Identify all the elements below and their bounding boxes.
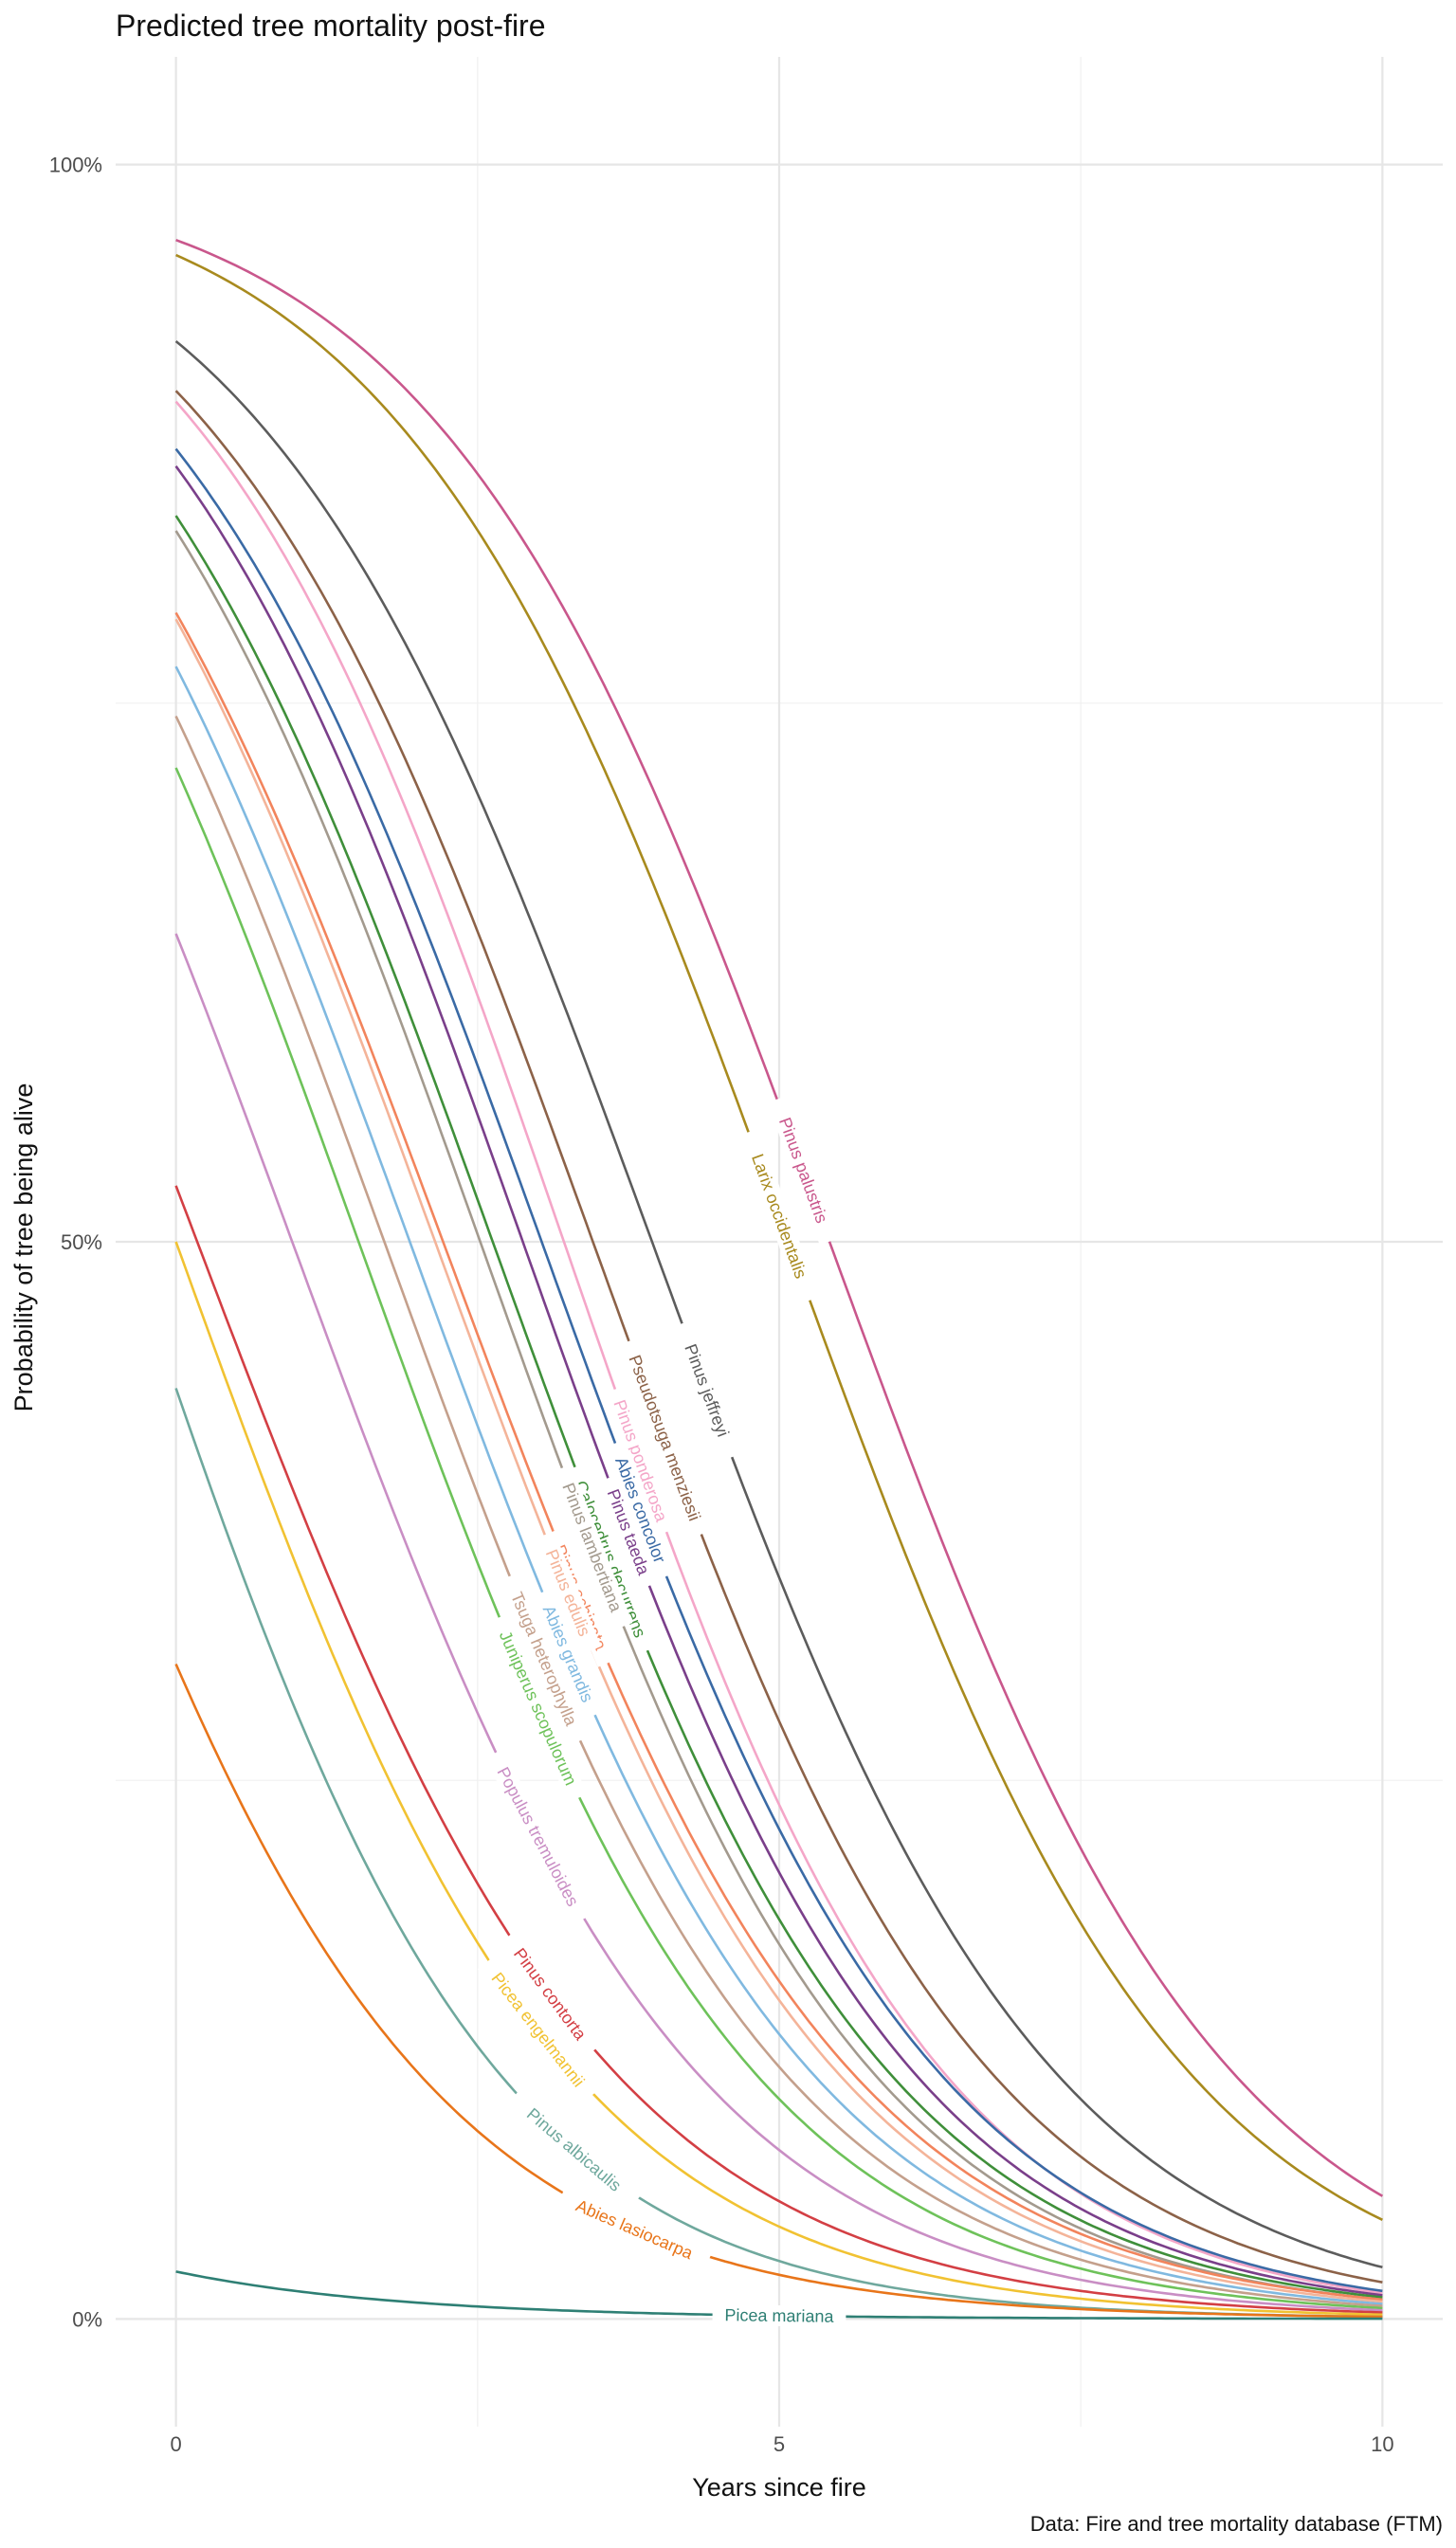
label-background: [597, 1474, 659, 1590]
label-background: [712, 2304, 846, 2327]
label-background: [499, 1930, 601, 2058]
label-background: [605, 1386, 677, 1536]
line-abies-concolor: [174, 447, 1383, 2293]
series-label-abies-lasiocarpa: Abies lasiocarpa: [573, 2196, 697, 2264]
line-calocedrus-decurrens: [174, 515, 1383, 2299]
chart-title: Predicted tree mortality post-fire: [116, 9, 546, 43]
label-background: [505, 2089, 643, 2211]
x-axis-title: Years since fire: [692, 2473, 866, 2502]
y-axis-ticks: 0% 50% 100%: [49, 154, 102, 2332]
label-background: [477, 1956, 599, 2103]
y-tick-label: 50%: [61, 1230, 102, 1254]
line-pinus-lambertiana: [174, 530, 1383, 2302]
label-background: [556, 2188, 713, 2271]
x-tick-label: 5: [774, 2432, 785, 2456]
line-picea-engelmannii: [174, 1241, 1383, 2317]
label-background: [535, 1531, 602, 1655]
label-group-pinus-albicaulis: Pinus albicaulis: [505, 2089, 643, 2211]
y-axis-title: Probability of tree being alive: [9, 1083, 38, 1412]
line-pinus-taeda: [174, 465, 1383, 2297]
line-abies-grandis: [174, 665, 1383, 2305]
line-abies-lasiocarpa: [174, 1663, 1383, 2319]
chart-caption: Data: Fire and tree mortality database (…: [1030, 2512, 1443, 2536]
label-background: [499, 1572, 589, 1746]
label-background: [532, 1588, 605, 1720]
label-group-picea-mariana: Picea mariana: [712, 2304, 846, 2327]
label-background: [484, 1748, 592, 1925]
line-pinus-echinata: [174, 611, 1383, 2302]
series-label-picea-mariana: Picea mariana: [724, 2305, 834, 2326]
series-lines: [174, 238, 1384, 2320]
x-axis-ticks: 0 5 10: [171, 2432, 1394, 2456]
x-tick-label: 0: [171, 2432, 182, 2456]
line-pinus-jeffreyi: [174, 339, 1383, 2269]
label-background: [738, 1128, 820, 1304]
x-tick-label: 10: [1371, 2432, 1393, 2456]
y-tick-label: 100%: [49, 154, 102, 177]
label-background: [671, 1320, 742, 1462]
line-populus-tremuloides: [174, 933, 1383, 2312]
y-tick-label: 0%: [72, 2307, 102, 2331]
line-pinus-edulis: [174, 618, 1383, 2303]
series-label-pinus-jeffreyi: Pinus jeffreyi: [681, 1341, 733, 1439]
line-tsuga-heterophylla: [174, 715, 1383, 2307]
label-background: [767, 1095, 840, 1246]
label-background: [605, 1439, 676, 1581]
line-pinus-ponderosa: [174, 400, 1383, 2295]
label-background: [488, 1613, 588, 1803]
line-pinus-contorta: [174, 1185, 1383, 2314]
label-background: [618, 1338, 711, 1538]
series-label-pinus-albicaulis: Pinus albicaulis: [523, 2104, 625, 2195]
label-group-pinus-jeffreyi: Pinus jeffreyi: [671, 1320, 742, 1462]
line-pseudotsuga-menziesii: [174, 390, 1383, 2284]
label-background: [552, 1464, 633, 1630]
line-juniperus-scopulorum: [174, 767, 1383, 2310]
